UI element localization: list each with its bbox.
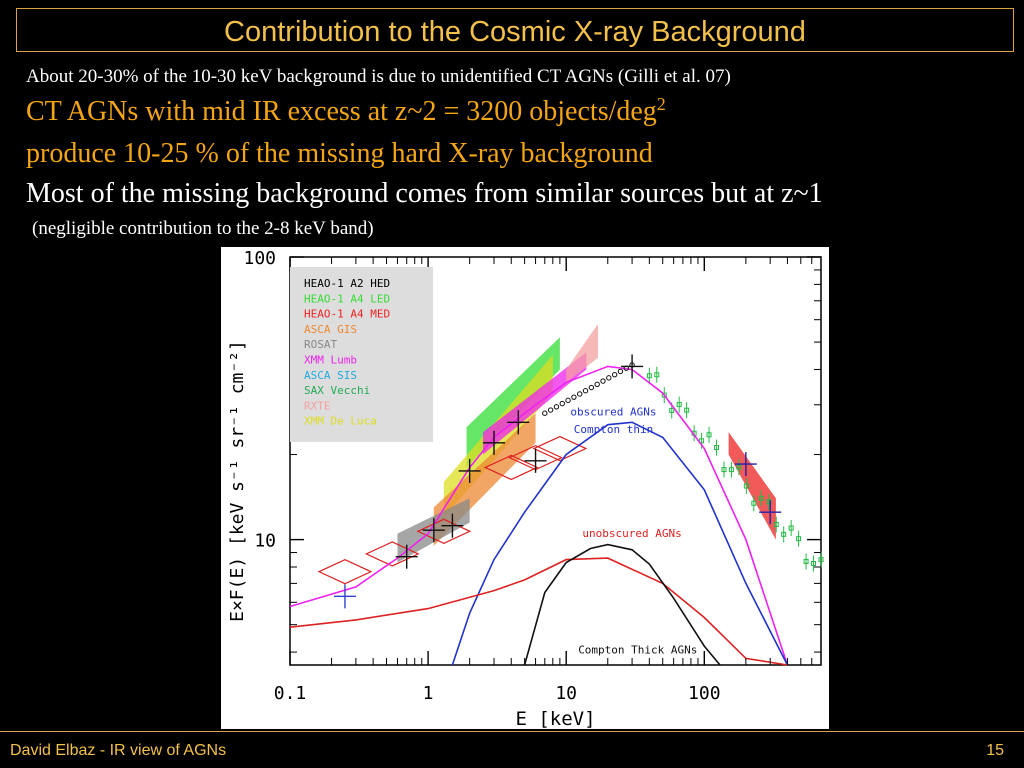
- y-tick-label: 10: [254, 531, 276, 552]
- legend-entry: XMM Lumb: [304, 354, 357, 367]
- text-line-2-superscript: 2: [656, 94, 666, 114]
- slide-title: Contribution to the Cosmic X-ray Backgro…: [224, 16, 806, 48]
- text-line-3: produce 10-25 % of the missing hard X-ra…: [26, 138, 653, 169]
- data-point: [617, 368, 624, 375]
- legend-entry: XMM De Luca: [304, 415, 377, 428]
- legend-entry: ASCA SIS: [304, 369, 357, 382]
- footer-author: David Elbaz - IR view of AGNs: [10, 742, 227, 759]
- legend-entry: RXTE: [304, 399, 331, 412]
- data-point: [600, 378, 606, 384]
- data-point: [547, 407, 554, 413]
- legend-entry: ASCA GIS: [304, 323, 357, 336]
- data-point: [594, 381, 600, 388]
- annotation-label: Compton thin: [574, 423, 653, 436]
- diamond-marker: [364, 541, 420, 567]
- x-axis-label: E [keV]: [515, 708, 595, 729]
- data-point: [565, 397, 571, 404]
- data-point: [606, 375, 612, 381]
- legend-entry: HEAO-1 A4 MED: [304, 308, 390, 321]
- annotation-label: obscured AGNs: [570, 405, 656, 418]
- text-line-1: About 20-30% of the 10-30 keV background…: [26, 66, 731, 87]
- measurement-band: [483, 352, 587, 455]
- curve-compton-thick-agns: [523, 543, 721, 666]
- text-line-2: CT AGNs with mid IR excess at z~2 = 3200…: [26, 94, 666, 128]
- data-point: [571, 394, 577, 400]
- measurement-band: [566, 323, 599, 383]
- footer-divider: [0, 731, 1024, 732]
- x-tick-label: 100: [688, 683, 721, 704]
- page-number: 15: [986, 742, 1004, 759]
- annotation-label: unobscured AGNs: [582, 527, 681, 540]
- cxb-chart: 0.1 1 10 100 10 100 E [keV] E×F(E) [keV s⁻¹ sr⁻…: [227, 248, 824, 730]
- data-point: [623, 365, 629, 371]
- curve-unobscured-agns: [289, 557, 788, 666]
- data-point: [542, 410, 548, 416]
- curve-obscured-agns: [451, 421, 789, 666]
- data-point: [611, 371, 618, 378]
- data-point: [577, 391, 583, 397]
- diamond-marker: [317, 559, 373, 585]
- y-tick-label: 100: [243, 248, 276, 269]
- legend-entry: SAX Vecchi: [304, 384, 370, 397]
- cxb-figure: 0.1 1 10 100 10 100 E [keV] E×F(E) [keV s⁻¹ sr⁻…: [221, 247, 829, 730]
- legend-entry: ROSAT: [304, 338, 337, 351]
- diamond-marker: [483, 454, 539, 481]
- curve-total: [289, 365, 789, 666]
- text-line-5: (negligible contribution to the 2-8 keV …: [32, 218, 374, 239]
- legend-entry: HEAO-1 A4 LED: [304, 292, 390, 305]
- legend-box: [290, 267, 433, 442]
- y-axis-label: E×F(E) [keV s⁻¹ sr⁻¹ cm⁻²]: [227, 340, 248, 622]
- x-tick-label: 0.1: [274, 683, 307, 704]
- data-point: [582, 388, 589, 394]
- data-point: [588, 384, 595, 391]
- title-box: Contribution to the Cosmic X-ray Backgro…: [16, 8, 1014, 52]
- text-line-4: Most of the missing background comes fro…: [26, 178, 823, 209]
- data-point: [553, 404, 560, 410]
- x-tick-label: 1: [423, 683, 434, 704]
- text-line-2-body: CT AGNs with mid IR excess at z~2 = 3200…: [26, 96, 657, 127]
- diamond-marker: [508, 444, 563, 471]
- annotation-label: Compton Thick AGNs: [578, 644, 697, 657]
- legend-entry: HEAO-1 A2 HED: [304, 277, 390, 290]
- data-point: [559, 400, 565, 407]
- diamond-marker: [532, 435, 588, 462]
- x-tick-label: 10: [555, 683, 577, 704]
- data-point: [629, 362, 635, 368]
